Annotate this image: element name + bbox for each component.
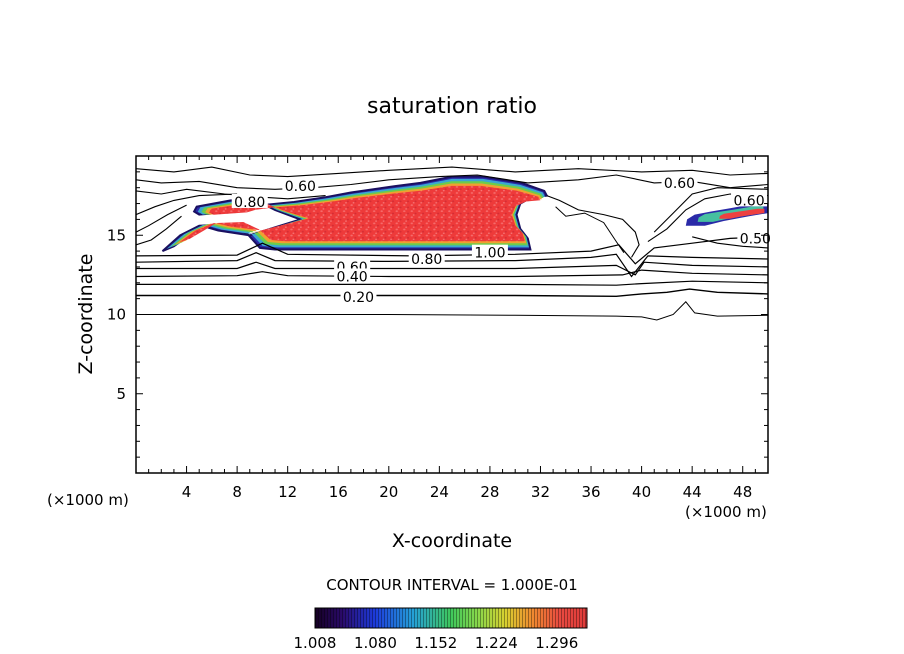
contour-right-3 — [692, 236, 768, 249]
plot-field — [161, 175, 768, 253]
y-tick-label: 10 — [107, 306, 126, 324]
contour-0-50 — [136, 261, 768, 276]
contour-0-10 — [136, 301, 768, 321]
x-tick-label: 28 — [480, 483, 499, 501]
contour-left-1 — [136, 193, 238, 216]
contour-labels: 0.60 0.600.80 0.600.501.000.800.600.400.20 — [231, 174, 774, 306]
contour-label-bg — [282, 178, 319, 193]
contour-label-bg — [731, 192, 768, 207]
contour-label-bg — [661, 174, 698, 189]
x-tick-label: 36 — [581, 483, 600, 501]
x-tick-label: 12 — [278, 483, 297, 501]
x-tick-label: 20 — [379, 483, 398, 501]
y-tick-label: 15 — [107, 226, 126, 244]
contour-left-2 — [136, 204, 187, 233]
colorbar-tick-label: 1.152 — [414, 634, 457, 652]
x-tick-label: 24 — [430, 483, 449, 501]
contour-label: 0.60 — [285, 179, 316, 195]
contour-0-20 — [136, 288, 768, 298]
colorbar-tick-label: 1.224 — [475, 634, 518, 652]
contour-right-2 — [653, 187, 768, 233]
contour-label-bg — [340, 289, 377, 304]
x-axis-label: X-coordinate — [392, 530, 512, 552]
x-unit-label-left: (×1000 m) — [47, 491, 129, 509]
contour-0-40 — [136, 269, 768, 278]
axis-ticks — [136, 156, 768, 473]
contour-left-3 — [136, 215, 182, 246]
colorbar-tick-labels: 1.008 1.080 1.152 1.224 1.296 — [294, 634, 579, 652]
contour-0-30 — [136, 280, 768, 286]
colorbar-tick-label: 1.296 — [535, 634, 578, 652]
contour-label-bg — [471, 244, 508, 259]
contour-interval-text: CONTOUR INTERVAL = 1.000E-01 — [326, 576, 577, 594]
y-axis-label: Z-coordinate — [75, 254, 97, 375]
colorbar — [314, 607, 588, 629]
contour-label: 0.60 — [664, 176, 695, 192]
colorbar-tick-label: 1.008 — [294, 634, 337, 652]
contour-clear-edge-2 — [555, 206, 625, 253]
x-tick-label: 40 — [632, 483, 651, 501]
contour-clear-edge — [546, 195, 640, 258]
x-tick-label: 44 — [683, 483, 702, 501]
x-tick-label: 16 — [329, 483, 348, 501]
contour-label-bg — [231, 193, 268, 208]
contour-label-bg — [737, 230, 774, 245]
colorbar-tick-label: 1.080 — [354, 634, 397, 652]
contour-label-bg — [408, 251, 445, 266]
contour-label: 1.00 — [474, 246, 505, 262]
contour-label-bg — [334, 268, 371, 283]
x-unit-label-right: (×1000 m) — [685, 503, 767, 521]
y-tick-label: 5 — [116, 385, 126, 403]
chart-title: saturation ratio — [367, 94, 537, 119]
main-region-core — [179, 185, 541, 243]
x-tick-label: 8 — [232, 483, 242, 501]
contour-upper-2 — [136, 166, 768, 178]
y-tick-labels: 5 10 15 — [107, 226, 126, 403]
colorbar-stripes — [315, 608, 587, 628]
contour-label: 0.40 — [337, 269, 368, 285]
x-tick-label: 48 — [733, 483, 752, 501]
contour-label: 0.50 — [740, 231, 771, 247]
contour-label: 0.60 — [733, 193, 764, 209]
x-tick-label: 4 — [182, 483, 192, 501]
contour-label: 0.80 — [234, 195, 265, 211]
contour-0-70 — [136, 236, 768, 265]
contour-label: 0.20 — [343, 290, 374, 306]
x-tick-label: 32 — [531, 483, 550, 501]
x-tick-labels: 4 8 12 16 20 24 28 32 36 40 44 48 — [182, 483, 752, 501]
right-region-core — [719, 208, 765, 219]
contour-0-60 — [136, 252, 768, 278]
contour-label: 0.80 — [411, 252, 442, 268]
